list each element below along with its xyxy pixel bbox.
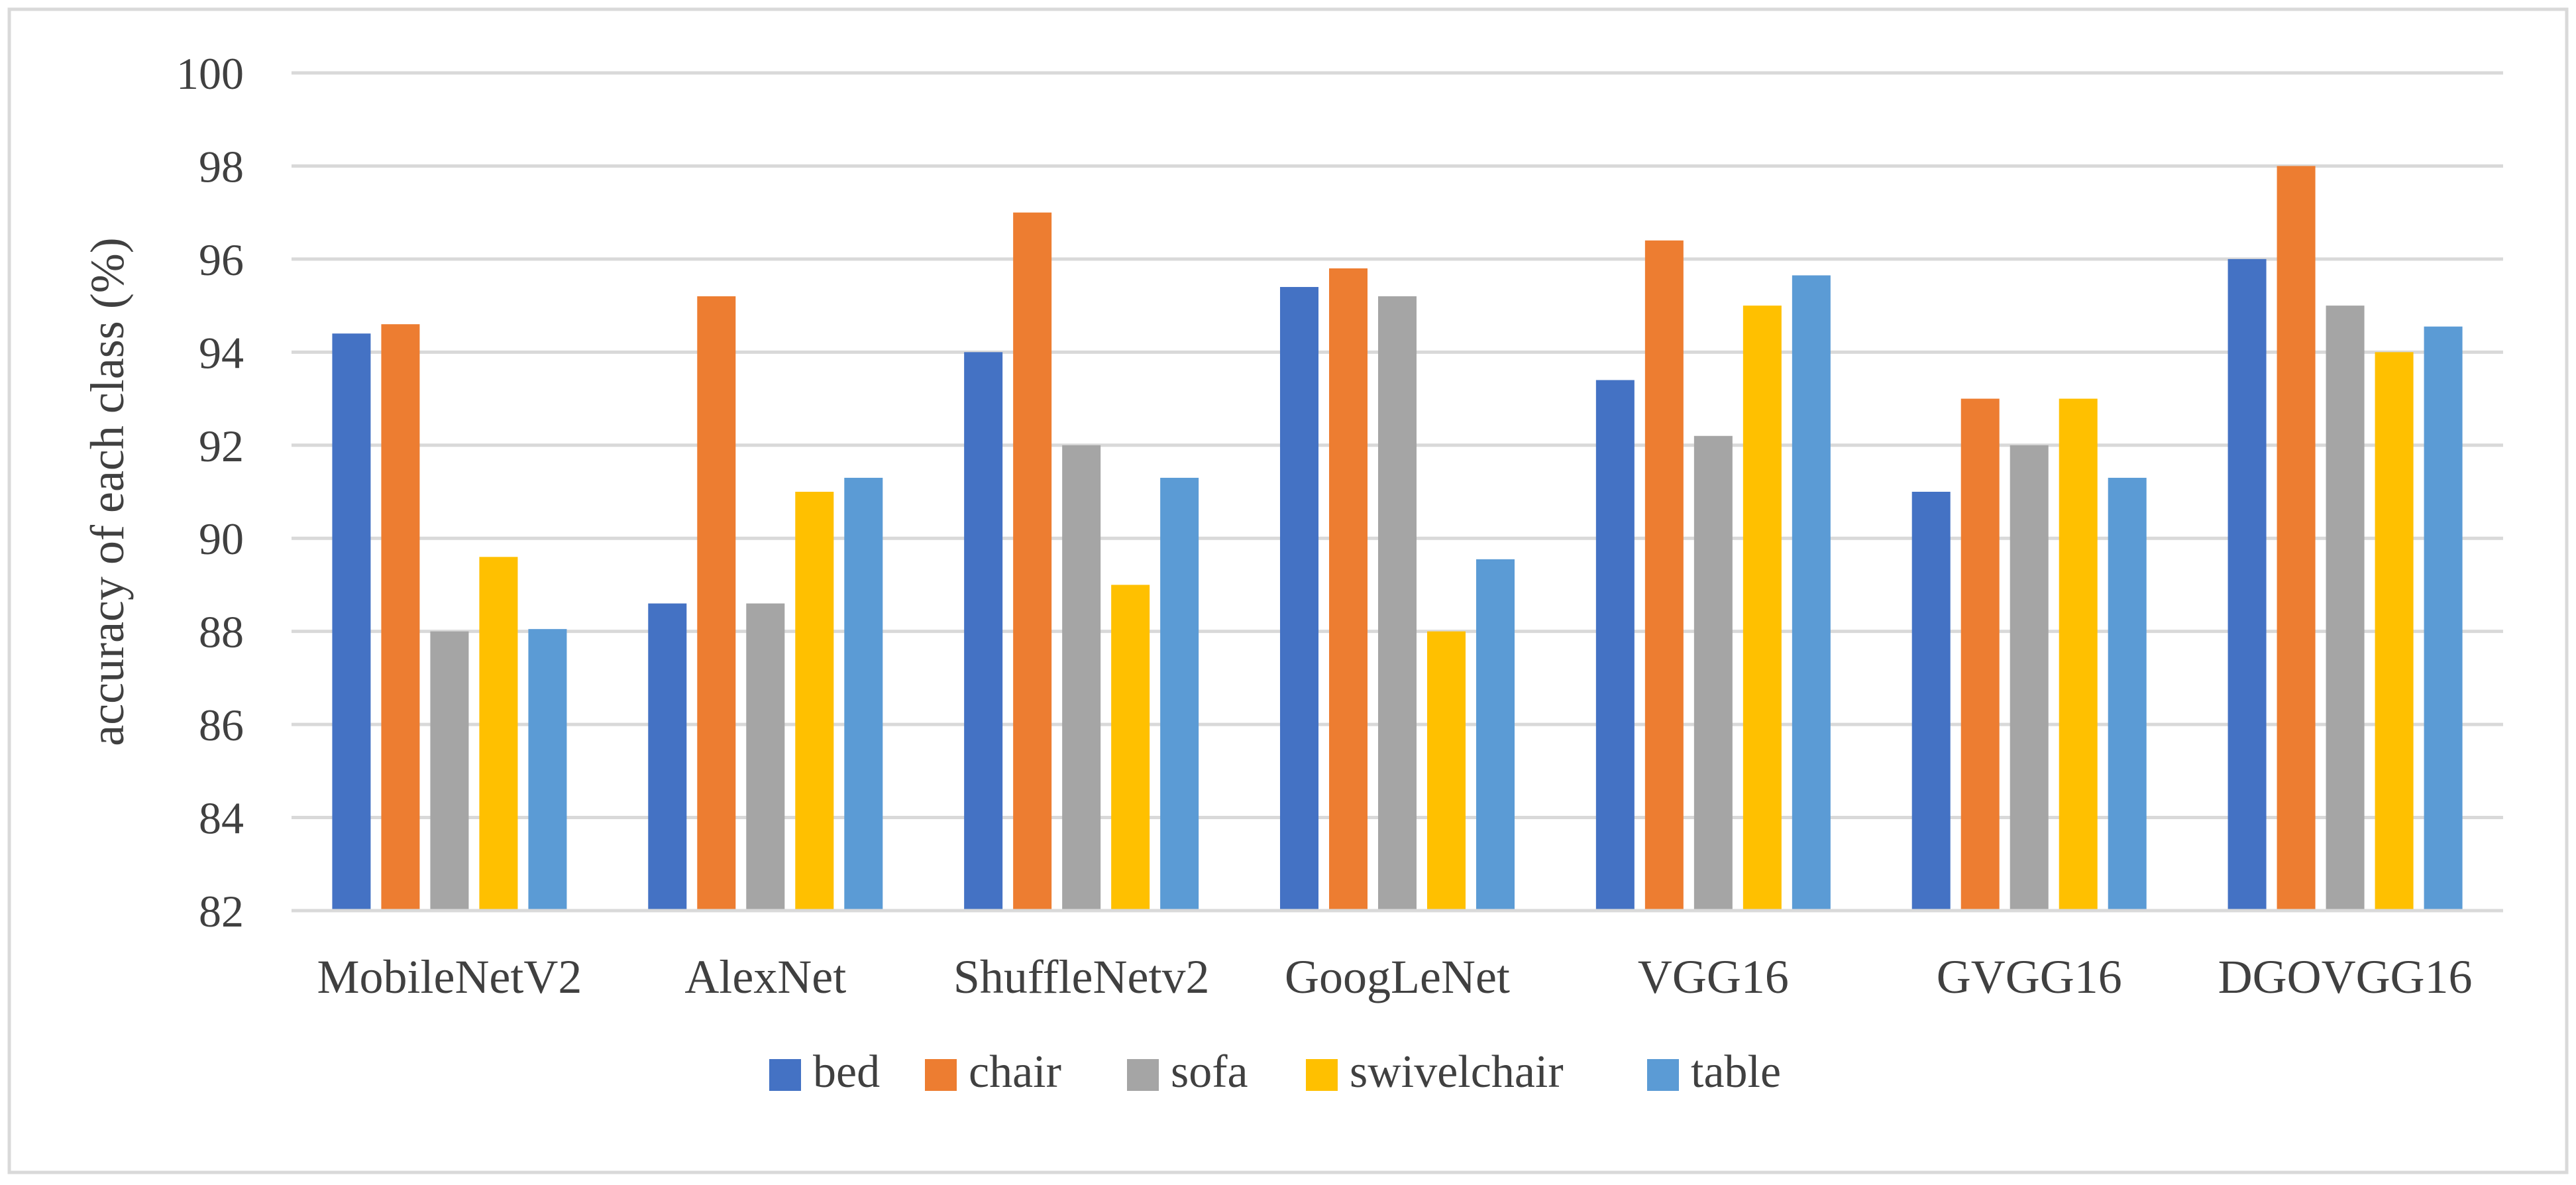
bar-sofa-vgg16 xyxy=(1693,435,1733,911)
y-tick-label: 84 xyxy=(199,793,244,844)
bar-swivelchair-alexnet xyxy=(795,492,834,911)
bar-sofa-googlenet xyxy=(1378,296,1417,911)
bar-chair-dgovgg16 xyxy=(2277,166,2316,911)
x-category-label: AlexNet xyxy=(684,950,846,1003)
y-tick-label: 96 xyxy=(199,235,244,285)
bar-chair-googlenet xyxy=(1329,268,1368,911)
bar-swivelchair-dgovgg16 xyxy=(2375,352,2414,911)
x-category-label: DGOVGG16 xyxy=(2218,950,2473,1003)
bar-sofa-dgovgg16 xyxy=(2326,306,2365,911)
y-tick-label: 86 xyxy=(199,700,244,750)
legend-label-bed: bed xyxy=(813,1046,880,1098)
bar-bed-gvgg16 xyxy=(1911,492,1951,911)
bars xyxy=(332,166,2463,911)
y-tick-label: 98 xyxy=(199,141,244,192)
bar-table-gvgg16 xyxy=(2108,477,2147,911)
bar-chair-vgg16 xyxy=(1644,240,1684,911)
bar-table-alexnet xyxy=(844,477,883,911)
x-category-label: GoogLeNet xyxy=(1285,950,1510,1003)
y-axis-title: accuracy of each class (%) xyxy=(81,237,134,746)
y-tick-label: 92 xyxy=(199,421,244,471)
bar-swivelchair-vgg16 xyxy=(1743,306,1782,911)
bar-sofa-gvgg16 xyxy=(2010,445,2049,911)
bar-chair-shufflenetv2 xyxy=(1013,212,1052,911)
legend-swatch-sofa xyxy=(1127,1059,1159,1091)
bar-bed-mobilenetv2 xyxy=(332,333,371,911)
bar-chair-mobilenetv2 xyxy=(381,324,420,911)
x-category-label: VGG16 xyxy=(1638,950,1789,1003)
y-tick-label: 90 xyxy=(199,514,244,564)
bar-table-vgg16 xyxy=(1792,275,1831,911)
bar-swivelchair-googlenet xyxy=(1427,631,1466,911)
bar-table-dgovgg16 xyxy=(2424,326,2463,911)
bar-bed-alexnet xyxy=(648,603,687,911)
bar-swivelchair-mobilenetv2 xyxy=(479,557,518,911)
bar-chair-alexnet xyxy=(697,296,736,911)
bar-table-shufflenetv2 xyxy=(1160,477,1199,911)
y-tick-label: 88 xyxy=(199,607,244,657)
legend-label-sofa: sofa xyxy=(1171,1046,1248,1098)
legend-swatch-swivelchair xyxy=(1306,1059,1338,1091)
legend-label-chair: chair xyxy=(969,1046,1061,1098)
y-tick-label: 82 xyxy=(199,886,244,936)
bar-sofa-mobilenetv2 xyxy=(430,631,469,911)
x-category-label: GVGG16 xyxy=(1937,950,2122,1003)
bar-swivelchair-shufflenetv2 xyxy=(1111,585,1150,911)
bar-sofa-shufflenetv2 xyxy=(1062,445,1101,911)
legend-swatch-chair xyxy=(925,1059,957,1091)
legend-swatch-table xyxy=(1647,1059,1679,1091)
legend-label-swivelchair: swivelchair xyxy=(1350,1046,1564,1098)
bar-swivelchair-gvgg16 xyxy=(2059,398,2098,911)
x-category-label: ShuffleNetv2 xyxy=(953,950,1210,1003)
legend: bed chair sofa swivelchair table xyxy=(769,1046,1781,1098)
axes: 82 84 86 88 90 92 94 96 98 100 MobileNetV2 AlexNet S… xyxy=(176,48,2503,1003)
bar-table-googlenet xyxy=(1476,559,1515,911)
bar-bed-dgovgg16 xyxy=(2227,258,2267,911)
y-tick-label: 94 xyxy=(199,327,244,378)
bar-bed-vgg16 xyxy=(1595,380,1635,911)
bar-sofa-alexnet xyxy=(746,603,785,911)
bar-chair-gvgg16 xyxy=(1960,398,2000,911)
legend-label-table: table xyxy=(1691,1046,1781,1098)
bar-bed-googlenet xyxy=(1280,287,1318,911)
bar-table-mobilenetv2 xyxy=(528,629,567,911)
y-tick-label: 100 xyxy=(176,48,244,99)
x-category-label: MobileNetV2 xyxy=(317,950,582,1003)
bar-bed-shufflenetv2 xyxy=(964,352,1003,911)
legend-swatch-bed xyxy=(769,1059,801,1091)
